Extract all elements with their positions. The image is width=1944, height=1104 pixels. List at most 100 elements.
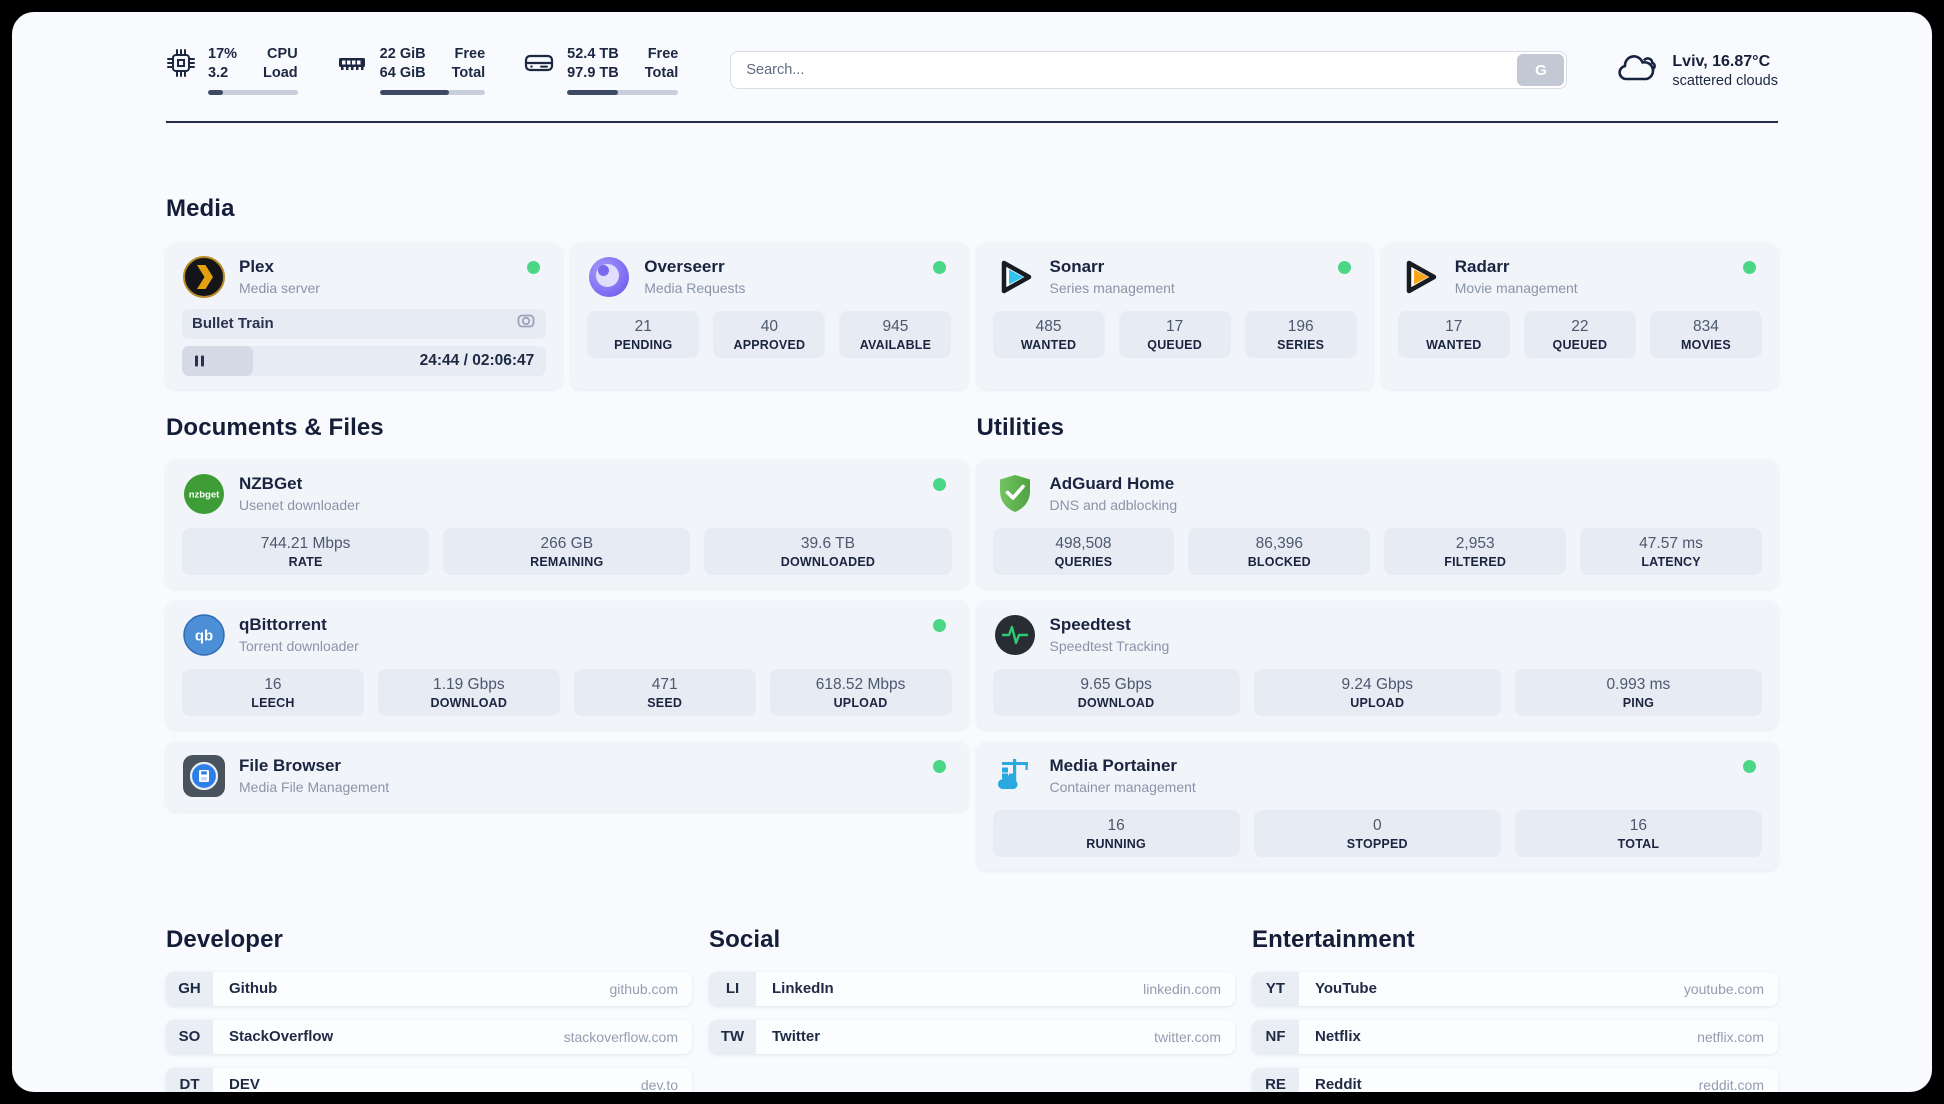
speedtest-icon [993, 613, 1037, 657]
bookmark-url: dev.to [640, 1076, 678, 1092]
stat-total: 16 TOTAL [1514, 809, 1763, 857]
search-input[interactable] [730, 51, 1568, 89]
qbittorrent-icon: qb [182, 613, 226, 657]
stat-ping: 0.993 ms PING [1514, 668, 1763, 716]
now-playing-title-row: Bullet Train [182, 308, 547, 339]
stat-leech: 16 LEECH [182, 668, 364, 716]
pause-icon[interactable] [192, 353, 208, 369]
app-card-adguard[interactable]: AdGuard Home DNS and adblocking 498,508 Q… [976, 459, 1778, 588]
bookmark-abbr: LI [709, 971, 756, 1006]
stat-queued: 22 QUEUED [1523, 310, 1636, 358]
dashboard-page: 17% 3.2 CPU Load [12, 12, 1932, 1092]
app-description: Media File Management [239, 779, 390, 796]
overseerr-icon [587, 255, 631, 299]
radarr-icon [1398, 255, 1442, 299]
bookmark-linkedin[interactable]: LI LinkedIn linkedin.com [709, 971, 1235, 1006]
app-card-plex[interactable]: Plex Media server Bullet Train [166, 242, 563, 389]
app-name: qBittorrent [239, 614, 327, 634]
stat-upload: 9.24 Gbps UPLOAD [1253, 668, 1501, 716]
app-name: NZBGet [239, 473, 303, 493]
bookmark-name: Reddit [1315, 1076, 1362, 1092]
status-dot [932, 477, 946, 491]
app-name: Speedtest [1049, 614, 1131, 634]
section-title-entertainment: Entertainment [1252, 925, 1415, 953]
nzbget-icon: nzbget [182, 472, 226, 516]
stat-remaining: 266 GB REMAINING [443, 527, 691, 575]
ram-metric: 22 GiB 64 GiB Free Total [336, 45, 486, 95]
stat-available: 945 AVAILABLE [839, 310, 952, 358]
app-card-sonarr[interactable]: Sonarr Series management 485 WANTED 17 QUE… [976, 242, 1373, 389]
bookmark-twitter[interactable]: TW Twitter twitter.com [709, 1019, 1235, 1054]
bookmark-youtube[interactable]: YT YouTube youtube.com [1252, 971, 1778, 1006]
social-column: Social LI LinkedIn linkedin.com TW Twitt… [709, 926, 1235, 1092]
app-card-nzbget[interactable]: nzbget NZBGet Usenet downloader 744.21 M… [166, 459, 968, 588]
stat-queries: 498,508 QUERIES [992, 527, 1175, 575]
bookmark-name: Github [229, 980, 278, 998]
sonarr-icon [993, 255, 1037, 299]
bookmark-reddit[interactable]: RE Reddit reddit.com [1252, 1067, 1778, 1092]
stat-running: 16 RUNNING [992, 809, 1240, 857]
app-name: File Browser [239, 755, 342, 775]
search-engine-button[interactable]: G [1517, 54, 1565, 86]
status-dot [932, 618, 946, 632]
stat-stopped: 0 STOPPED [1253, 809, 1501, 857]
bookmark-stackoverflow[interactable]: SO StackOverflow stackoverflow.com [166, 1019, 692, 1054]
status-dot [1743, 260, 1756, 274]
stat-wanted: 17 WANTED [1397, 310, 1510, 358]
bookmark-abbr: SO [166, 1019, 213, 1054]
app-card-speedtest[interactable]: Speedtest Speedtest Tracking 9.65 Gbps DO… [976, 600, 1778, 729]
bookmark-url: stackoverflow.com [563, 1028, 678, 1045]
bookmark-url: github.com [609, 980, 678, 997]
app-name: Radarr [1454, 256, 1510, 276]
app-card-overseerr[interactable]: Overseerr Media Requests 21 PENDING 40 APP… [571, 242, 968, 389]
stat-download: 9.65 Gbps DOWNLOAD [992, 668, 1240, 716]
bookmark-name: YouTube [1315, 980, 1377, 998]
bookmark-github[interactable]: GH Github github.com [166, 971, 692, 1006]
app-description: Media Requests [644, 280, 746, 297]
app-name: AdGuard Home [1049, 473, 1175, 493]
portainer-icon [993, 754, 1037, 798]
disk-metric: 52.4 TB 97.9 TB Free Total [523, 45, 679, 95]
now-playing-icon [516, 311, 536, 336]
now-playing-title: Bullet Train [192, 315, 274, 333]
developer-column: Developer GH Github github.com SO StackO… [166, 926, 692, 1092]
app-description: Torrent downloader [239, 638, 359, 655]
bookmark-abbr: DT [166, 1067, 213, 1092]
section-title-utilities: Utilities [976, 413, 1065, 441]
app-description: Container management [1049, 779, 1196, 796]
bookmark-name: LinkedIn [772, 980, 834, 998]
app-name: Media Portainer [1049, 755, 1178, 775]
bookmark-url: reddit.com [1698, 1076, 1764, 1092]
weather-widget: Lviv, 16.87°C scattered clouds [1613, 49, 1778, 92]
bookmark-netflix[interactable]: NF Netflix netflix.com [1252, 1019, 1778, 1054]
svg-text:nzbget: nzbget [189, 489, 220, 500]
stat-blocked: 86,396 BLOCKED [1188, 527, 1371, 575]
bookmark-dev[interactable]: DT DEV dev.to [166, 1067, 692, 1092]
stat-rate: 744.21 Mbps RATE [182, 527, 430, 575]
status-dot [932, 759, 946, 773]
ram-progressbar [379, 89, 486, 95]
stat-approved: 40 APPROVED [713, 310, 826, 358]
app-description: Speedtest Tracking [1049, 638, 1170, 655]
app-card-filebrowser[interactable]: File Browser Media File Management [166, 741, 968, 811]
bookmark-abbr: RE [1252, 1067, 1299, 1092]
cpu-icon [166, 48, 196, 95]
app-description: Movie management [1454, 280, 1578, 297]
header-divider [166, 120, 1778, 123]
utilities-column: Utilities [976, 413, 1778, 870]
bookmark-name: DEV [229, 1076, 260, 1092]
section-title-social: Social [709, 925, 781, 953]
bookmark-url: twitter.com [1154, 1028, 1221, 1045]
app-card-radarr[interactable]: Radarr Movie management 17 WANTED 22 QUEUE… [1381, 242, 1778, 389]
disk-labels: Free Total [644, 46, 679, 81]
disk-icon [523, 48, 555, 95]
app-card-qbittorrent[interactable]: qb qBittorrent Torrent downloader 16 LEEC… [166, 600, 968, 729]
plex-now-playing: Bullet Train 24:44 / 02:06:47 [182, 308, 547, 376]
cpu-progressbar [208, 89, 298, 95]
svg-text:qb: qb [195, 627, 213, 644]
status-dot [1337, 260, 1351, 274]
ram-icon [336, 48, 368, 95]
app-name: Overseerr [644, 256, 725, 276]
app-card-portainer[interactable]: Media Portainer Container management 16 R… [976, 741, 1778, 870]
ram-labels: Free Total [451, 46, 486, 81]
